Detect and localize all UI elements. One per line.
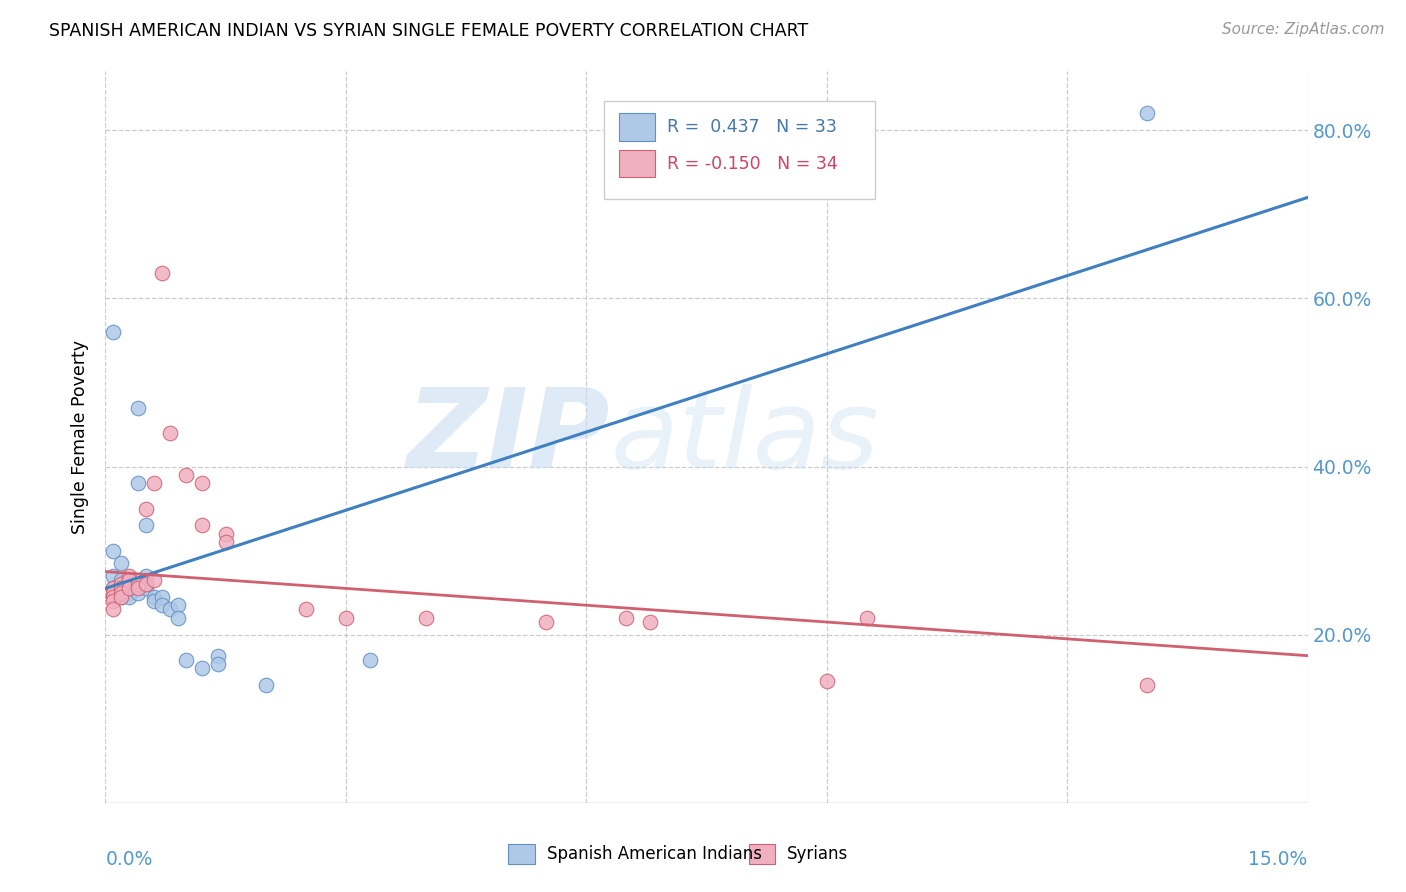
Point [135,569,157,583]
Bar [619,150,655,178]
Point [127,585,149,599]
Bar [508,844,534,864]
Point [166,599,188,613]
Text: Spanish American Indians: Spanish American Indians [547,845,762,863]
Point [214,535,236,549]
Point [118,582,141,596]
Point [150,266,173,280]
FancyBboxPatch shape [605,101,875,200]
Text: SPANISH AMERICAN INDIAN VS SYRIAN SINGLE FEMALE POVERTY CORRELATION CHART: SPANISH AMERICAN INDIAN VS SYRIAN SINGLE… [49,22,808,40]
Point [135,518,157,533]
Point [135,501,157,516]
Point [103,594,125,608]
Point [103,582,125,596]
Point [534,615,557,629]
Point [166,611,188,625]
Point [103,582,125,596]
Point [110,585,132,599]
Point [616,611,638,625]
Point [640,615,662,629]
Point [207,657,229,671]
Point [103,325,125,339]
Point [142,573,165,587]
Point [127,476,149,491]
Point [110,590,132,604]
Text: Syrians: Syrians [787,845,848,863]
Point [110,573,132,587]
Text: R =  0.437   N = 33: R = 0.437 N = 33 [666,118,837,136]
Point [142,594,165,608]
Point [1136,106,1159,120]
Point [855,611,877,625]
Point [295,602,318,616]
Point [214,526,236,541]
Point [815,673,838,688]
Point [103,543,125,558]
Point [1136,678,1159,692]
Point [103,590,125,604]
Point [110,590,132,604]
Text: Source: ZipAtlas.com: Source: ZipAtlas.com [1222,22,1385,37]
Point [359,653,381,667]
Point [103,602,125,616]
Point [174,467,197,482]
Point [127,582,149,596]
Point [103,590,125,604]
Point [150,599,173,613]
Point [110,556,132,570]
Bar [748,844,775,864]
Point [118,590,141,604]
Text: atlas: atlas [610,384,879,491]
Point [254,678,277,692]
Point [118,569,141,583]
Point [142,476,165,491]
Point [127,401,149,415]
Text: 15.0%: 15.0% [1249,850,1308,870]
Point [110,582,132,596]
Point [118,573,141,587]
Text: 0.0%: 0.0% [105,850,153,870]
Text: R = -0.150   N = 34: R = -0.150 N = 34 [666,154,838,172]
Text: ZIP: ZIP [406,384,610,491]
Point [159,425,181,440]
Point [207,648,229,663]
Point [127,577,149,591]
Point [103,569,125,583]
Point [190,518,212,533]
Point [142,590,165,604]
Point [174,653,197,667]
Point [110,582,132,596]
Point [159,602,181,616]
Point [135,577,157,591]
Point [118,582,141,596]
Point [110,577,132,591]
Point [415,611,437,625]
Point [190,661,212,675]
Bar [619,113,655,141]
Point [118,585,141,599]
Point [150,590,173,604]
Point [135,582,157,596]
Point [335,611,357,625]
Point [190,476,212,491]
Point [118,573,141,587]
Point [103,585,125,599]
Y-axis label: Single Female Poverty: Single Female Poverty [72,340,90,534]
